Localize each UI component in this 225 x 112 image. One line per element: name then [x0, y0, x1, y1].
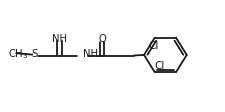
Text: Cl: Cl — [154, 61, 164, 71]
Text: CH$_3$: CH$_3$ — [8, 47, 28, 61]
Text: NH: NH — [83, 49, 98, 59]
Text: S: S — [32, 48, 38, 58]
Text: O: O — [99, 34, 106, 44]
Text: NH: NH — [52, 34, 67, 44]
Text: Cl: Cl — [148, 41, 159, 51]
